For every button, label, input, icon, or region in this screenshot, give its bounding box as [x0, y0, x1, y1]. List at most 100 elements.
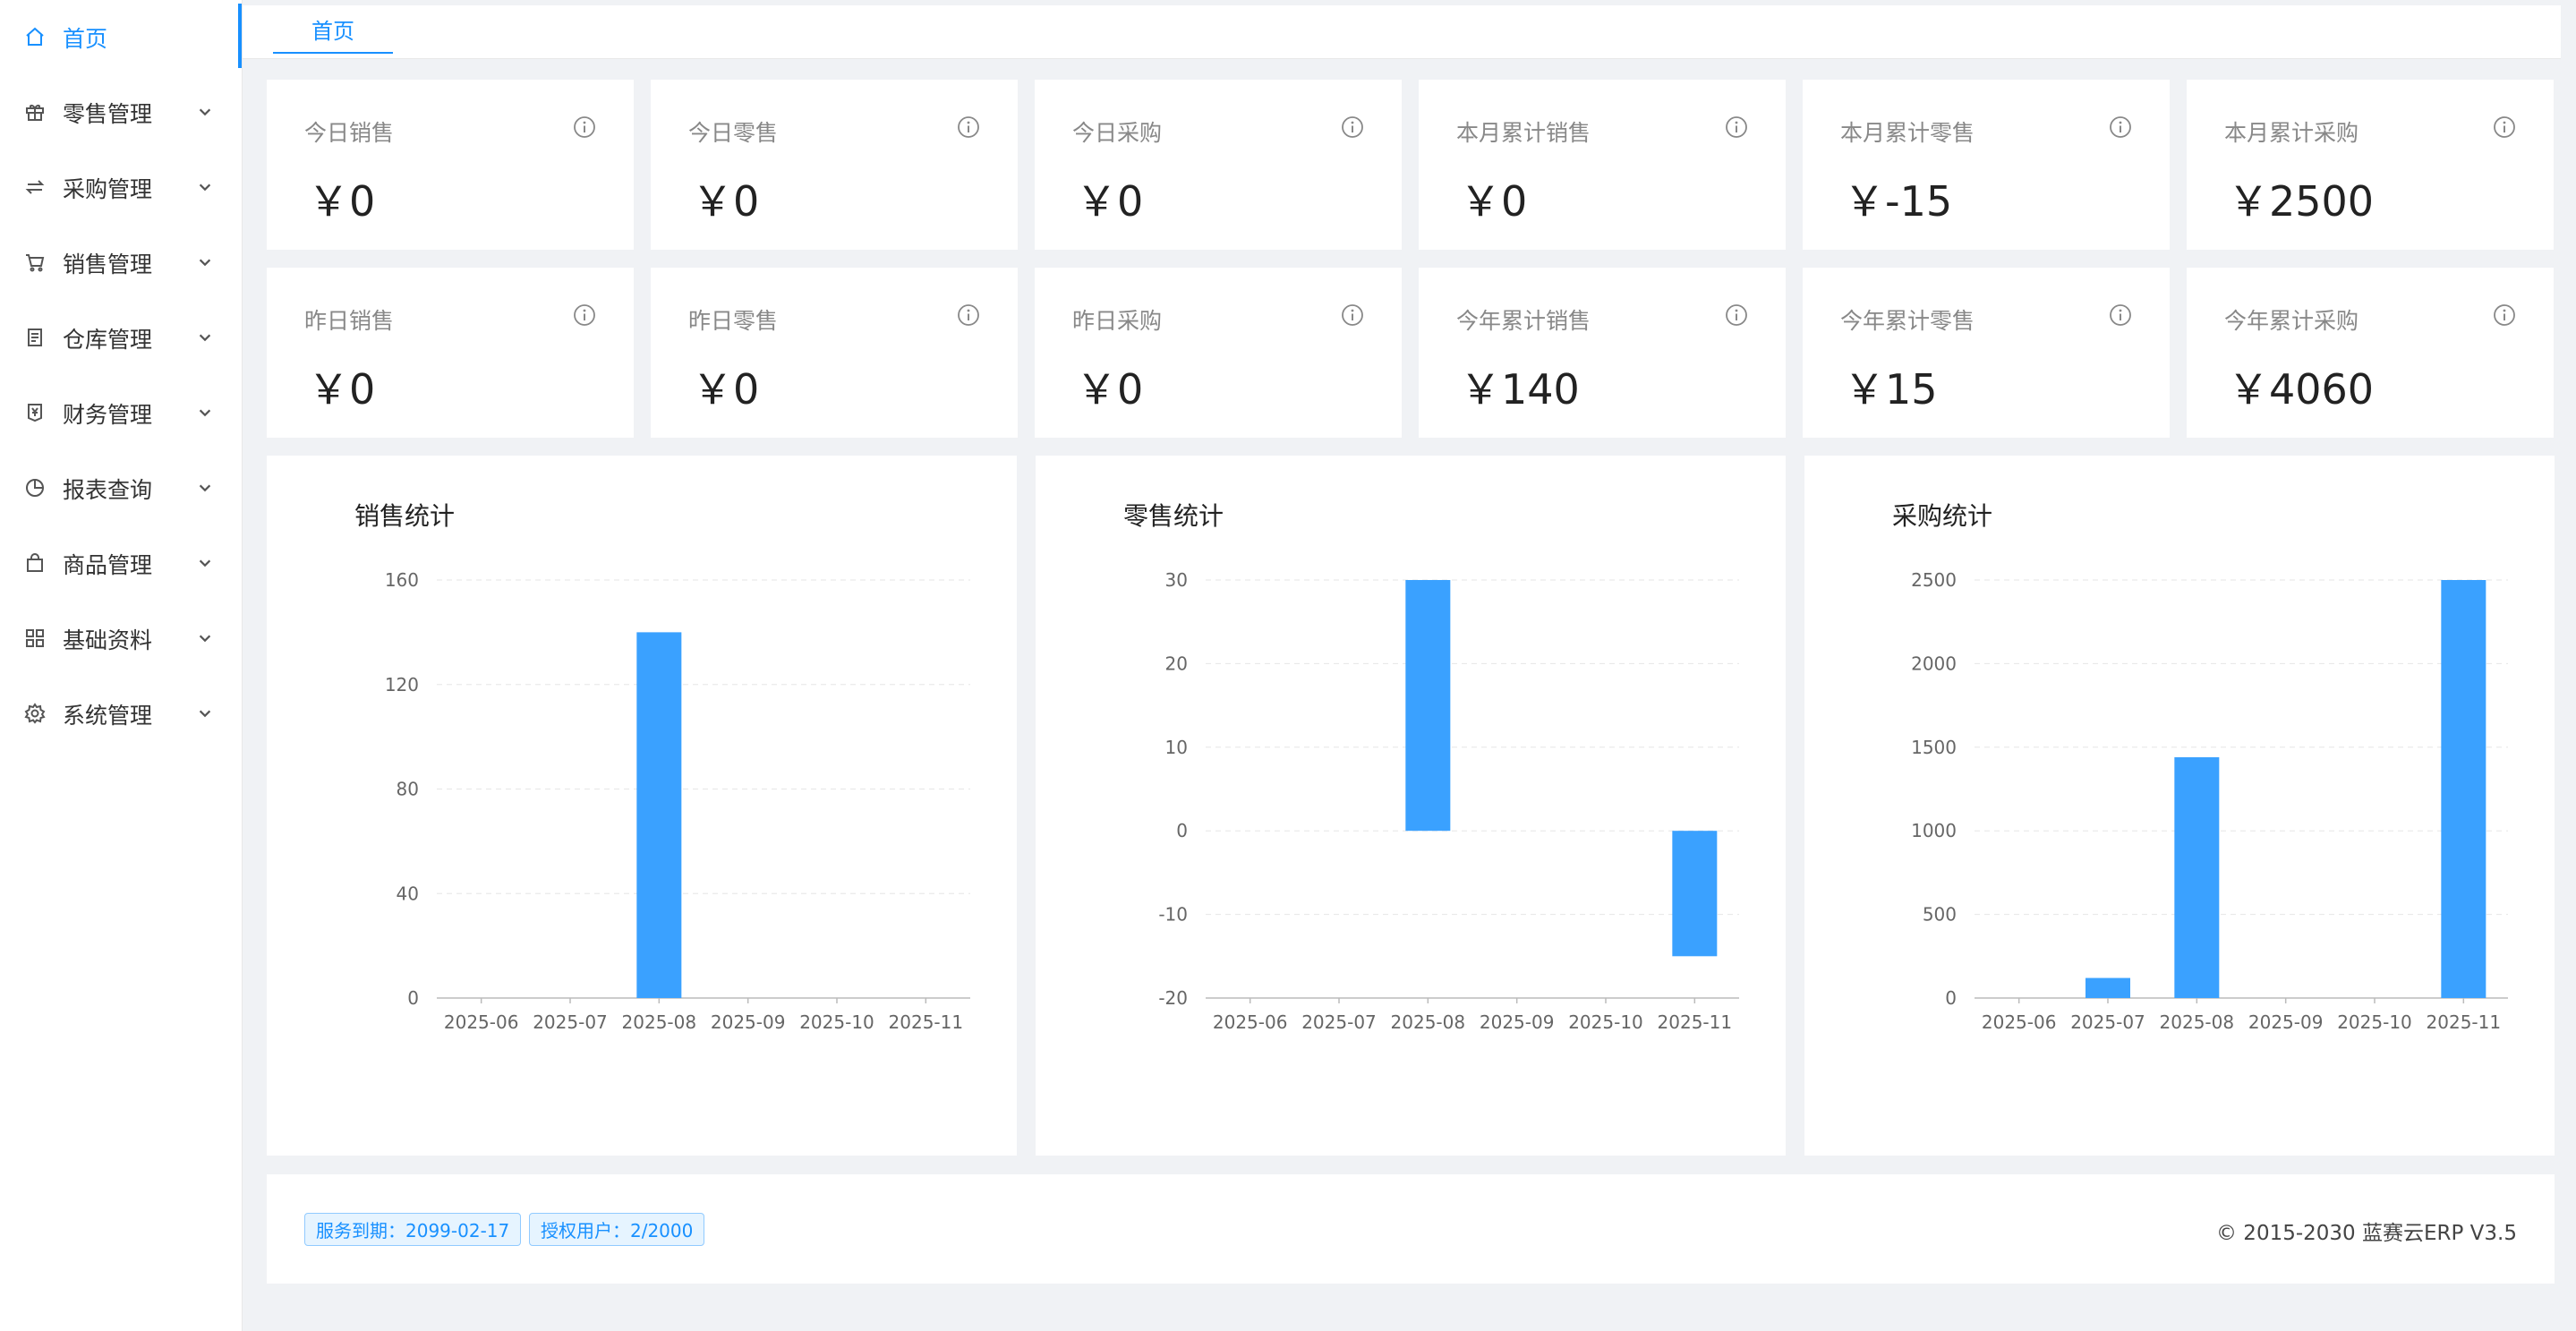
home-icon [23, 25, 47, 48]
stat-card-year-sales: 今年累计销售 ￥140 [1419, 268, 1786, 438]
chevron-down-icon [197, 555, 215, 573]
stat-card-yesterday-sales: 昨日销售 ￥0 [267, 268, 634, 438]
info-icon[interactable] [1725, 303, 1748, 327]
info-icon[interactable] [573, 115, 596, 139]
stat-value: ￥0 [692, 177, 760, 226]
bar [636, 632, 682, 998]
sidebar-item-sales[interactable]: 销售管理 [0, 226, 240, 301]
info-icon[interactable] [957, 115, 980, 139]
stat-label: 昨日零售 [688, 308, 779, 334]
stat-label: 今年累计采购 [2224, 308, 2359, 334]
stat-value: ￥-15 [1844, 177, 1953, 226]
sidebar-item-warehouse[interactable]: 仓库管理 [0, 301, 240, 376]
y-tick-label: -10 [1158, 904, 1188, 926]
x-tick-label: 2025-11 [2427, 1011, 2502, 1033]
gift-icon [23, 100, 47, 124]
chart-panel-sales: 销售统计 0 40 80 120 160 2025-06 2025-07 2025-08 202… [267, 456, 1017, 1156]
bar [1672, 831, 1718, 957]
stat-value: ￥0 [1460, 177, 1528, 226]
x-tick-label: 2025-11 [889, 1011, 964, 1033]
x-tick-label: 2025-07 [2070, 1011, 2145, 1033]
sidebar-item-retail[interactable]: 零售管理 [0, 75, 240, 150]
info-icon[interactable] [957, 303, 980, 327]
x-tick-label: 2025-09 [1480, 1011, 1555, 1033]
stat-label: 今日采购 [1072, 120, 1163, 146]
swap-icon [23, 175, 47, 199]
chart-title: 销售统计 [354, 501, 456, 531]
tab-home[interactable]: 首页 [273, 5, 393, 54]
stat-value: ￥140 [1460, 365, 1580, 414]
info-icon[interactable] [2109, 115, 2132, 139]
x-tick-label: 2025-08 [1391, 1011, 1466, 1033]
stat-value: ￥2500 [2228, 177, 2375, 226]
sidebar-item-reports[interactable]: 报表查询 [0, 451, 240, 526]
chart-title: 零售统计 [1123, 501, 1224, 531]
x-tick-label: 2025-07 [1301, 1011, 1377, 1033]
shopping-bag-icon [23, 551, 47, 575]
bar [2086, 977, 2130, 998]
y-tick-label: 160 [385, 569, 419, 591]
y-tick-label: -20 [1158, 987, 1188, 1009]
chart-panel-retail: 零售统计 -20 -10 0 10 20 30 2025-06 2025-07 2025-08 2… [1036, 456, 1786, 1156]
info-icon[interactable] [573, 303, 596, 327]
y-tick-label: 2500 [1911, 569, 1957, 591]
stat-label: 昨日采购 [1072, 308, 1163, 334]
stat-label: 今年累计零售 [1840, 308, 1975, 334]
sidebar-item-basic-data[interactable]: 基础资料 [0, 602, 240, 677]
sidebar-item-label: 商品管理 [63, 552, 153, 578]
info-icon[interactable] [1725, 115, 1748, 139]
x-tick-label: 2025-08 [622, 1011, 697, 1033]
chart-title: 采购统计 [1892, 501, 1993, 531]
x-tick-label: 2025-09 [711, 1011, 786, 1033]
x-tick-label: 2025-09 [2248, 1011, 2324, 1033]
sidebar-item-system[interactable]: 系统管理 [0, 677, 240, 752]
sidebar-item-label: 采购管理 [63, 176, 153, 202]
sidebar-item-purchase[interactable]: 采购管理 [0, 150, 240, 226]
sidebar-item-label: 零售管理 [63, 101, 153, 127]
service-expiry-tag: 服务到期：2099-02-17 [304, 1213, 522, 1246]
info-icon[interactable] [2493, 115, 2516, 139]
chevron-down-icon [197, 480, 215, 498]
stat-label: 今年累计销售 [1456, 308, 1591, 334]
y-tick-label: 2000 [1911, 653, 1957, 674]
y-tick-label: 30 [1165, 569, 1188, 591]
stat-label: 昨日销售 [304, 308, 395, 334]
info-icon[interactable] [2109, 303, 2132, 327]
stat-value: ￥15 [1844, 365, 1938, 414]
x-tick-label: 2025-10 [799, 1011, 874, 1033]
x-tick-label: 2025-06 [1213, 1011, 1288, 1033]
chevron-down-icon [197, 630, 215, 648]
info-icon[interactable] [1341, 115, 1364, 139]
sidebar-item-home[interactable]: 首页 [0, 0, 240, 75]
sidebar-item-label: 系统管理 [63, 703, 153, 729]
y-tick-label: 0 [1176, 820, 1188, 841]
sidebar-item-products[interactable]: 商品管理 [0, 526, 240, 602]
sidebar-item-finance[interactable]: 财务管理 [0, 376, 240, 451]
footer: 服务到期：2099-02-17 授权用户：2/2000 © 2015-2030 … [267, 1174, 2555, 1284]
retail-chart: -20 -10 0 10 20 30 2025-06 2025-07 2025-08 2025-0… [1158, 569, 1739, 1033]
sidebar-item-label: 首页 [63, 26, 108, 52]
x-tick-label: 2025-06 [444, 1011, 519, 1033]
x-tick-label: 2025-11 [1658, 1011, 1733, 1033]
sidebar-item-label: 销售管理 [63, 252, 153, 277]
bar [1405, 580, 1451, 832]
y-tick-label: 0 [1945, 987, 1957, 1009]
pie-chart-icon [23, 476, 47, 499]
y-tick-label: 80 [397, 779, 419, 800]
y-tick-label: 500 [1923, 904, 1957, 926]
stat-label: 今日销售 [304, 120, 395, 146]
copyright-text: © 2015-2030 蓝赛云ERP V3.5 [2216, 1222, 2517, 1245]
sales-chart: 0 40 80 120 160 2025-06 2025-07 2025-08 2025-09 2… [385, 569, 970, 1033]
info-icon[interactable] [2493, 303, 2516, 327]
x-tick-label: 2025-10 [1568, 1011, 1643, 1033]
purchase-chart: 0 500 1000 1500 2000 2500 2025-06 2025-07 2025-0… [1911, 569, 2508, 1033]
cart-icon [23, 251, 47, 274]
chart-panel-purchase: 采购统计 0 500 1000 1500 2000 2500 2025-06 2025-07 2… [1804, 456, 2555, 1156]
sidebar-item-label: 仓库管理 [63, 327, 153, 353]
y-tick-label: 40 [397, 883, 419, 904]
y-tick-label: 0 [407, 987, 419, 1009]
book-icon [23, 326, 47, 349]
info-icon[interactable] [1341, 303, 1364, 327]
y-tick-label: 1000 [1911, 820, 1957, 841]
sidebar-item-label: 报表查询 [63, 477, 153, 503]
